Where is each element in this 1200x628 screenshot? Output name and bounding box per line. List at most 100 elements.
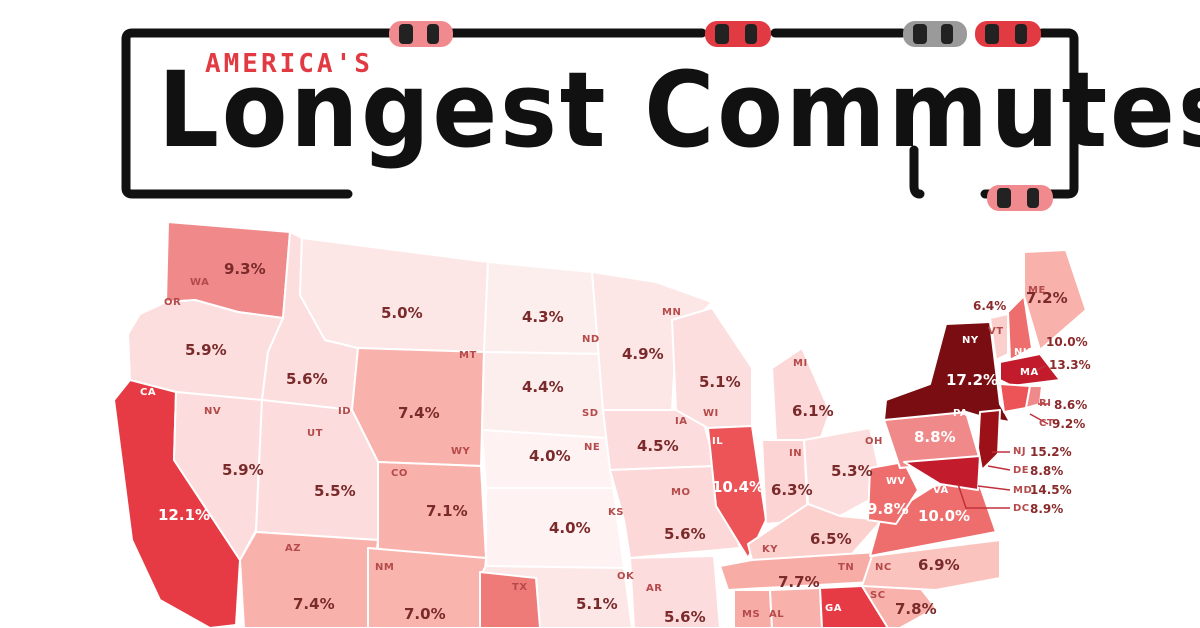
state-value-SC: 7.8% bbox=[895, 600, 937, 618]
car-icon bbox=[987, 185, 1053, 211]
state-abbr-OH: OH bbox=[865, 436, 883, 447]
state-VT bbox=[989, 313, 1009, 361]
state-MD bbox=[903, 455, 981, 491]
state-abbr-MI: MI bbox=[793, 358, 808, 369]
state-abbr-IN: IN bbox=[789, 448, 803, 459]
state-value-KY: 6.5% bbox=[810, 530, 852, 548]
state-value-NM: 7.0% bbox=[404, 605, 446, 623]
car-icon bbox=[975, 21, 1041, 47]
state-abbr-NY: NY bbox=[962, 335, 979, 346]
state-value-ME: 7.2% bbox=[1026, 289, 1068, 307]
state-abbr-AL: AL bbox=[769, 609, 785, 620]
state-abbr-VT: VT bbox=[988, 326, 1004, 337]
state-abbr-GA: GA bbox=[825, 603, 842, 614]
state-MS bbox=[733, 589, 773, 628]
state-value-UT: 5.5% bbox=[314, 482, 356, 500]
state-value-WY: 7.4% bbox=[398, 404, 440, 422]
state-value-RI: 8.6% bbox=[1054, 398, 1088, 412]
state-abbr-RI: RI bbox=[1039, 398, 1052, 409]
state-OH bbox=[803, 427, 885, 517]
state-abbr-MD: MD bbox=[1013, 485, 1033, 496]
state-value-CT: 9.2% bbox=[1052, 417, 1086, 431]
state-AZ bbox=[239, 531, 379, 628]
state-abbr-SC: SC bbox=[870, 590, 886, 601]
state-abbr-MN: MN bbox=[662, 307, 682, 318]
state-abbr-KS: KS bbox=[608, 507, 624, 518]
state-value-MN: 4.9% bbox=[622, 345, 664, 363]
state-abbr-NC: NC bbox=[875, 562, 892, 573]
state-value-NV: 5.9% bbox=[222, 461, 264, 479]
state-value-OK: 5.1% bbox=[576, 595, 618, 613]
state-abbr-NJ: NJ bbox=[1013, 446, 1027, 457]
state-MA bbox=[999, 353, 1061, 387]
state-value-CO: 7.1% bbox=[426, 502, 468, 520]
state-abbr-IA: IA bbox=[675, 416, 688, 427]
state-GA bbox=[819, 585, 889, 628]
car-icon bbox=[705, 21, 771, 47]
state-value-MI: 6.1% bbox=[792, 402, 834, 420]
state-value-DE: 8.8% bbox=[1030, 464, 1064, 478]
state-value-SD: 4.4% bbox=[522, 378, 564, 396]
state-NC bbox=[861, 539, 1001, 591]
state-abbr-MA: MA bbox=[1020, 367, 1039, 378]
state-abbr-ID: ID bbox=[338, 406, 352, 417]
state-AL bbox=[769, 587, 823, 628]
page-title: Longest Commutes bbox=[158, 49, 1200, 171]
state-abbr-WV: WV bbox=[886, 476, 906, 487]
state-abbr-MS: MS bbox=[742, 609, 761, 620]
state-abbr-NV: NV bbox=[204, 406, 222, 417]
state-abbr-CO: CO bbox=[391, 468, 408, 479]
state-value-IN: 6.3% bbox=[771, 481, 813, 499]
state-MT bbox=[299, 237, 489, 353]
state-NJ bbox=[977, 409, 1001, 471]
state-abbr-WI: WI bbox=[703, 408, 719, 419]
state-abbr-AR: AR bbox=[646, 583, 663, 594]
state-abbr-NH: NH bbox=[1014, 347, 1032, 358]
state-abbr-DE: DE bbox=[1013, 465, 1030, 476]
state-abbr-CA: CA bbox=[140, 387, 157, 398]
state-ME bbox=[1023, 249, 1087, 351]
state-value-OR: 5.9% bbox=[185, 341, 227, 359]
state-abbr-TN: TN bbox=[838, 562, 855, 573]
state-value-NE: 4.0% bbox=[529, 447, 571, 465]
state-value-WA: 9.3% bbox=[224, 260, 266, 278]
state-abbr-IL: IL bbox=[712, 436, 724, 447]
state-abbr-DC: DC bbox=[1013, 503, 1030, 514]
state-value-ID: 5.6% bbox=[286, 370, 328, 388]
state-value-KS: 4.0% bbox=[549, 519, 591, 537]
state-value-NH: 10.0% bbox=[1046, 335, 1088, 349]
state-abbr-PA: PA bbox=[953, 408, 969, 419]
state-value-NC: 6.9% bbox=[918, 556, 960, 574]
state-abbr-NE: NE bbox=[584, 442, 601, 453]
state-abbr-AZ: AZ bbox=[285, 543, 301, 554]
state-TX bbox=[479, 571, 541, 628]
state-value-OH: 5.3% bbox=[831, 462, 873, 480]
state-abbr-SD: SD bbox=[582, 408, 599, 419]
state-VA bbox=[869, 479, 997, 557]
state-value-PA: 8.8% bbox=[914, 428, 956, 446]
state-value-WI: 5.1% bbox=[699, 373, 741, 391]
state-value-NJ: 15.2% bbox=[1030, 445, 1072, 459]
state-value-MA: 13.3% bbox=[1049, 358, 1091, 372]
state-abbr-MT: MT bbox=[459, 350, 477, 361]
state-NH bbox=[1007, 295, 1033, 361]
state-NY bbox=[883, 321, 1011, 423]
state-value-ND: 4.3% bbox=[522, 308, 564, 326]
state-abbr-ME: ME bbox=[1028, 285, 1046, 296]
state-value-IA: 4.5% bbox=[637, 437, 679, 455]
car-icon bbox=[389, 21, 453, 47]
state-abbr-CT: CT bbox=[1039, 418, 1055, 429]
state-value-AZ: 7.4% bbox=[293, 595, 335, 613]
state-value-TN: 7.7% bbox=[778, 573, 820, 591]
state-abbr-VA: VA bbox=[933, 485, 949, 496]
state-value-MO: 5.6% bbox=[664, 525, 706, 543]
state-value-IL: 10.4% bbox=[712, 478, 765, 496]
state-MI bbox=[771, 347, 831, 441]
state-abbr-WA: WA bbox=[190, 277, 210, 288]
state-value-MT: 5.0% bbox=[381, 304, 423, 322]
state-value-VT: 6.4% bbox=[973, 299, 1007, 313]
state-abbr-WY: WY bbox=[451, 446, 471, 457]
state-value-WV: 9.8% bbox=[867, 500, 909, 518]
car-icon bbox=[903, 21, 967, 47]
